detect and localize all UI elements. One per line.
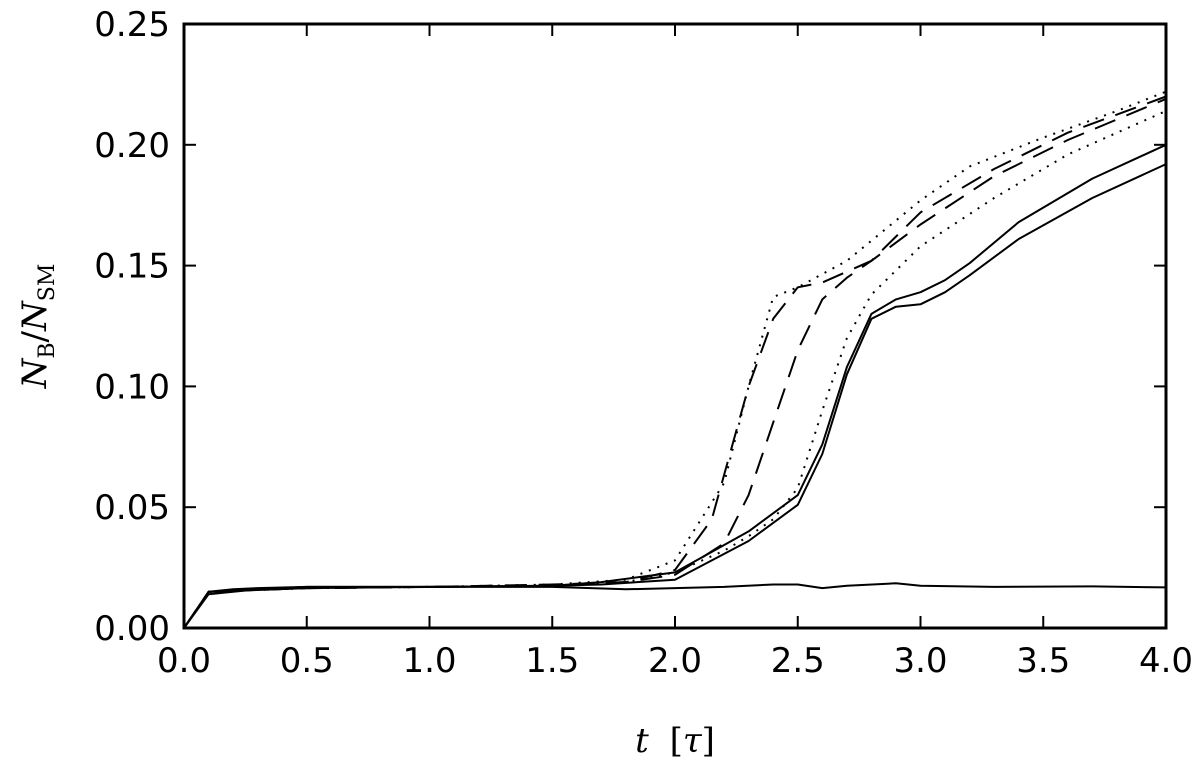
x-tick-label: 3.5	[1016, 641, 1070, 681]
x-tick-label: 1.0	[402, 641, 456, 681]
y-tick-label: 0.10	[94, 367, 170, 407]
y-axis-denominator: N	[15, 300, 55, 332]
x-tick-label: 4.0	[1139, 641, 1193, 681]
y-axis-numerator: N	[15, 357, 55, 389]
y-axis-slash: /	[15, 330, 55, 342]
x-axis-label: t [τ]	[635, 721, 715, 761]
y-tick-label: 0.05	[94, 488, 170, 528]
x-tick-label: 1.5	[525, 641, 579, 681]
y-tick-label: 0.15	[94, 247, 170, 287]
x-tick-label: 2.0	[648, 641, 702, 681]
series-layer	[183, 90, 1167, 629]
y-axis-numerator-sub: B	[35, 342, 60, 358]
x-tick-label: 0.0	[157, 641, 211, 681]
y-tick-label: 0.20	[94, 126, 170, 166]
x-tick-label: 2.5	[771, 641, 825, 681]
x-tick-label: 0.5	[280, 641, 334, 681]
x-tick-label: 3.0	[893, 641, 947, 681]
series-line-2	[183, 143, 1167, 629]
x-axis-unit-open: [	[670, 721, 683, 761]
series-line-7	[183, 97, 1167, 629]
series-line-6	[183, 95, 1167, 629]
x-axis-ticks: 0.0 0.5 1.0 1.5 2.0 2.5 3.0 3.5 4.0	[157, 24, 1193, 681]
y-axis-ticks: 0.00 0.05 0.10 0.15 0.20 0.25	[94, 5, 1166, 649]
y-axis-label: NB/NSM	[15, 264, 60, 390]
series-line-1	[183, 163, 1167, 629]
x-axis-unit-close: ]	[702, 721, 715, 761]
plot-frame	[182, 22, 1168, 630]
y-tick-label: 0.25	[94, 5, 170, 45]
y-tick-label: 0.00	[94, 609, 170, 649]
series-line-4	[183, 90, 1167, 629]
series-line-5	[183, 110, 1167, 629]
x-axis-unit-tau: τ	[683, 721, 703, 761]
y-axis-denominator-sub: SM	[35, 264, 60, 302]
x-axis-variable: t	[635, 721, 649, 761]
